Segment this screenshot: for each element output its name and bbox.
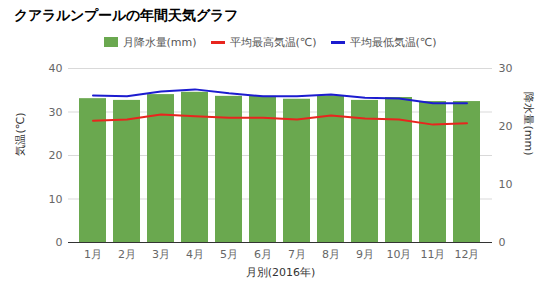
html-text:平均最低気温(℃): 平均最低気温(℃): [349, 35, 437, 49]
svg-text:0: 0: [56, 236, 63, 249]
svg-text:1月: 1月: [84, 248, 102, 261]
svg-text:12月: 12月: [455, 248, 480, 261]
svg-text:8月: 8月: [322, 248, 340, 261]
svg-text:5月: 5月: [220, 248, 238, 261]
svg-text:20: 20: [499, 120, 513, 133]
svg-text:30: 30: [49, 106, 63, 119]
svg-text:40: 40: [49, 62, 63, 75]
svg-text:11月: 11月: [421, 248, 446, 261]
svg-text:4月: 4月: [186, 248, 204, 261]
html-text:平均最高気温(℃): 平均最高気温(℃): [229, 35, 317, 49]
html-text:クアラルンプールの年間天気グラフ: クアラルンプールの年間天気グラフ: [14, 7, 238, 23]
svg-text:気温(℃): 気温(℃): [14, 113, 27, 156]
svg-text:30: 30: [499, 62, 513, 75]
html-text:月降水量(mm): 月降水量(mm): [122, 35, 197, 49]
svg-text:2月: 2月: [118, 248, 136, 261]
svg-text:10: 10: [499, 178, 513, 191]
svg-text:6月: 6月: [254, 248, 272, 261]
svg-text:降水量(mm): 降水量(mm): [522, 92, 535, 155]
svg-text:20: 20: [49, 149, 63, 162]
svg-text:月別(2016年): 月別(2016年): [246, 266, 316, 279]
svg-text:7月: 7月: [288, 248, 306, 261]
svg-text:9月: 9月: [356, 248, 374, 261]
svg-text:10: 10: [49, 193, 63, 206]
svg-text:3月: 3月: [152, 248, 170, 261]
svg-text:10月: 10月: [387, 248, 412, 261]
svg-text:0: 0: [499, 236, 506, 249]
